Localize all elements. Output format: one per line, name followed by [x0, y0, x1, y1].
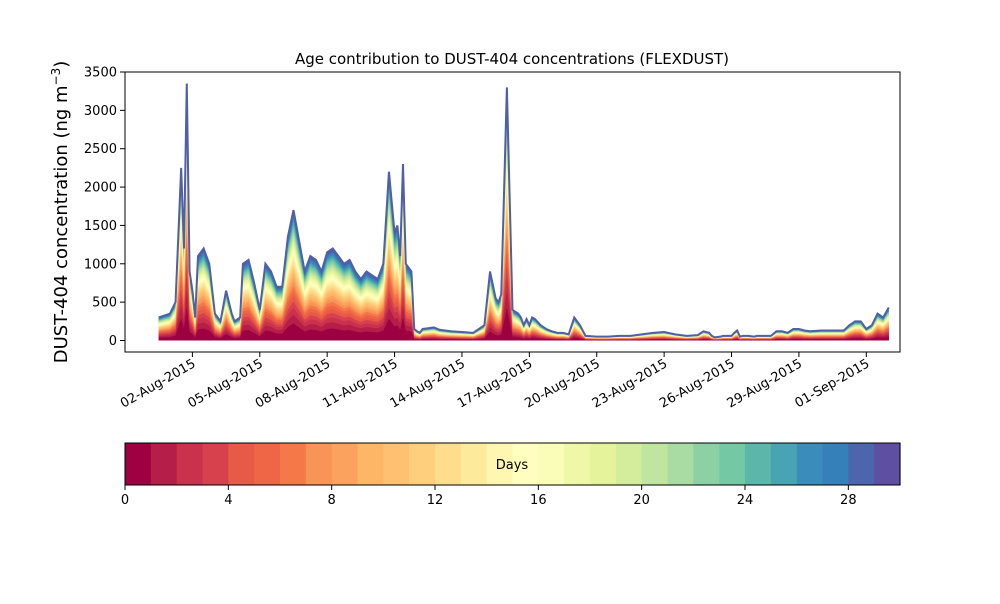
y-tick-label: 2500: [84, 142, 117, 157]
colorbar-bin: [460, 443, 488, 485]
colorbar-label: Days: [496, 458, 529, 473]
colorbar-bin: [770, 443, 798, 485]
colorbar-bin: [564, 443, 591, 485]
colorbar-tick-label: 24: [737, 493, 754, 508]
y-axis-label-close: ): [51, 61, 72, 68]
colorbar-bin: [280, 443, 307, 485]
x-tick-label: 14-Aug-2015: [388, 356, 468, 411]
y-tick-label: 3000: [84, 104, 117, 119]
colorbar-bin: [305, 443, 333, 485]
x-tick-label: 29-Aug-2015: [725, 356, 805, 411]
y-tick-label: 1000: [84, 257, 117, 272]
y-tick-label: 3500: [84, 66, 117, 81]
x-tick-label: 17-Aug-2015: [455, 356, 535, 411]
chart-title: Age contribution to DUST-404 concentrati…: [295, 50, 729, 68]
colorbar: [125, 443, 901, 485]
x-tick-label: 01-Sep-2015: [792, 356, 872, 411]
colorbar-bin: [409, 443, 436, 485]
colorbar-ticks: 0 4 8 12 16 20 24 28: [121, 485, 857, 508]
colorbar-bin: [667, 443, 694, 485]
y-axis-label: DUST-404 concentration (ng m−3): [49, 61, 72, 364]
colorbar-bin: [202, 443, 229, 485]
y-axis-label-superscript: −3: [49, 68, 63, 86]
x-tick-label: 11-Aug-2015: [320, 356, 400, 411]
colorbar-bin: [641, 443, 669, 485]
colorbar-frame: [124, 442, 901, 486]
age-layer-2: [158, 275, 889, 341]
colorbar-bin: [822, 443, 849, 485]
colorbar-bin: [125, 443, 152, 485]
y-axis-label-main: DUST-404 concentration (ng m: [51, 85, 72, 363]
colorbar-bin: [150, 443, 178, 485]
colorbar-bin: [848, 443, 875, 485]
y-tick-label: 500: [92, 296, 117, 311]
colorbar-bin: [228, 443, 255, 485]
colorbar-bin: [590, 443, 617, 485]
colorbar-bin: [357, 443, 384, 485]
age-stack-layers: [158, 83, 889, 341]
colorbar-tick-label: 12: [427, 493, 444, 508]
x-tick-label: 05-Aug-2015: [185, 356, 265, 411]
age-layer-0: [158, 307, 889, 341]
plot-area: [124, 71, 901, 353]
total-concentration-line: [158, 83, 890, 339]
colorbar-tick-label: 20: [633, 493, 650, 508]
y-axis: 0 500 1000 1500 2000 2500 3000 3500: [84, 66, 125, 349]
plot-frame: [124, 71, 901, 353]
colorbar-bin: [615, 443, 643, 485]
colorbar-bin: [176, 443, 204, 485]
y-tick-label: 2000: [84, 181, 117, 196]
x-tick-label: 02-Aug-2015: [118, 356, 198, 411]
colorbar-tick-label: 4: [224, 493, 232, 508]
colorbar-bin: [538, 443, 565, 485]
colorbar-bin: [331, 443, 359, 485]
colorbar-tick-label: 16: [530, 493, 547, 508]
colorbar-bin: [874, 443, 901, 485]
age-layer-1: [158, 289, 889, 341]
y-tick-label: 1500: [84, 219, 117, 234]
x-tick-label: 20-Aug-2015: [522, 356, 602, 411]
y-tick-label: 0: [109, 334, 117, 349]
colorbar-tick-label: 28: [840, 493, 857, 508]
colorbar-bin: [383, 443, 410, 485]
x-tick-label: 08-Aug-2015: [253, 356, 333, 411]
colorbar-bin: [486, 443, 514, 485]
colorbar-tick-label: 0: [121, 493, 129, 508]
x-axis: 02-Aug-201505-Aug-201508-Aug-201511-Aug-…: [118, 352, 872, 412]
colorbar-bin: [745, 443, 772, 485]
colorbar-bin: [796, 443, 824, 485]
colorbar-bin: [719, 443, 746, 485]
x-tick-label: 26-Aug-2015: [657, 356, 737, 411]
x-tick-label: 23-Aug-2015: [590, 356, 670, 411]
colorbar-bin: [512, 443, 539, 485]
colorbar-bin: [254, 443, 281, 485]
colorbar-tick-label: 8: [328, 493, 336, 508]
colorbar-bin: [693, 443, 720, 485]
colorbar-bin: [435, 443, 462, 485]
